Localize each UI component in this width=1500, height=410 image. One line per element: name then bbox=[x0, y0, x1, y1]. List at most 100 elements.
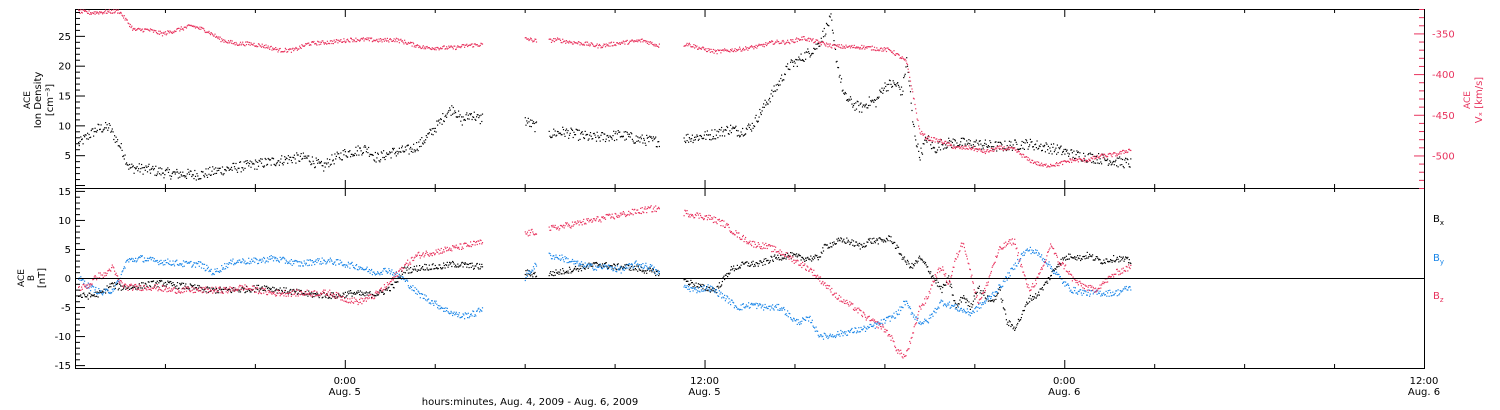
ion-density-point bbox=[314, 166, 316, 168]
vx-point bbox=[355, 37, 357, 39]
vx-point bbox=[922, 134, 924, 136]
vx-point bbox=[1015, 149, 1017, 151]
by-point bbox=[898, 313, 900, 315]
bx-point bbox=[1016, 324, 1018, 326]
vx-point bbox=[252, 44, 254, 46]
vx-point bbox=[143, 28, 146, 30]
ion-density-point bbox=[1111, 163, 1113, 165]
ion-density-point bbox=[1097, 162, 1099, 164]
by-point bbox=[445, 307, 447, 309]
vx-point bbox=[559, 39, 562, 41]
vx-point bbox=[703, 47, 705, 49]
bx-point bbox=[222, 288, 224, 290]
vx-point bbox=[236, 44, 239, 46]
ion-density-point bbox=[278, 160, 280, 162]
ion-density-point bbox=[626, 131, 628, 133]
bx-point bbox=[433, 268, 435, 270]
ion-density-point bbox=[215, 172, 218, 174]
bx-point bbox=[607, 267, 610, 269]
bx-point bbox=[333, 296, 335, 298]
ion-density-point bbox=[175, 171, 177, 173]
by-point bbox=[266, 260, 268, 262]
vx-point bbox=[934, 141, 936, 143]
ion-density-point bbox=[354, 152, 356, 155]
by-point bbox=[690, 287, 692, 289]
vx-point bbox=[1000, 145, 1002, 147]
by-point bbox=[619, 266, 621, 268]
bx-point bbox=[580, 267, 582, 270]
bx-point bbox=[697, 286, 699, 288]
ion-density-point bbox=[715, 134, 717, 136]
ion-density-point bbox=[906, 65, 909, 67]
vx-point bbox=[892, 53, 894, 55]
vx-point bbox=[1084, 161, 1086, 163]
by-point bbox=[784, 309, 786, 311]
ion-density-point bbox=[243, 161, 245, 163]
by-point bbox=[751, 304, 753, 306]
vx-point bbox=[1110, 153, 1112, 155]
vx-point bbox=[219, 36, 221, 38]
by-point bbox=[849, 331, 851, 333]
vx-point bbox=[161, 35, 164, 37]
vx-point bbox=[634, 40, 636, 42]
by-point bbox=[842, 335, 844, 337]
vx-point bbox=[408, 42, 410, 44]
bx-point bbox=[304, 294, 306, 296]
by-point bbox=[775, 305, 777, 307]
bx-point bbox=[799, 255, 801, 257]
ion-density-point bbox=[1068, 155, 1070, 157]
bx-point bbox=[841, 241, 843, 243]
by-point bbox=[385, 270, 387, 272]
vx-point bbox=[239, 41, 242, 43]
ion-density-point bbox=[253, 163, 255, 165]
ion-density-point bbox=[960, 141, 962, 143]
vx-point bbox=[951, 147, 953, 149]
bx-point bbox=[274, 290, 276, 292]
vx-point bbox=[1068, 161, 1070, 163]
vx-point bbox=[993, 149, 995, 151]
bx-point bbox=[450, 262, 452, 264]
ion-density-point bbox=[155, 174, 158, 177]
ion-density-point bbox=[1014, 139, 1016, 141]
by-point bbox=[827, 337, 829, 340]
by-point bbox=[764, 303, 766, 306]
bx-point bbox=[1014, 328, 1016, 330]
vx-point bbox=[365, 38, 367, 41]
by-point bbox=[261, 258, 263, 260]
vx-point bbox=[1028, 159, 1030, 162]
bx-point bbox=[389, 290, 391, 292]
ion-density-point bbox=[628, 135, 630, 138]
vx-point bbox=[1059, 162, 1061, 164]
by-point bbox=[95, 286, 97, 289]
vx-point bbox=[453, 45, 455, 47]
vx-point bbox=[942, 142, 944, 144]
ion-density-point bbox=[778, 84, 780, 87]
bx-point bbox=[437, 268, 439, 270]
bx-point bbox=[154, 285, 156, 287]
bx-point bbox=[1022, 310, 1024, 312]
vx-point bbox=[961, 148, 963, 150]
bx-point bbox=[565, 270, 568, 273]
vx-point bbox=[791, 41, 793, 43]
bx-point bbox=[771, 256, 773, 258]
ion-density-point bbox=[745, 127, 747, 129]
by-point bbox=[550, 254, 552, 257]
by-point bbox=[849, 330, 852, 332]
bx-point bbox=[559, 269, 562, 271]
by-point bbox=[822, 335, 824, 337]
vx-point bbox=[305, 43, 307, 45]
bx-point bbox=[263, 289, 265, 291]
ion-density-point bbox=[388, 153, 390, 155]
ion-density-point bbox=[981, 148, 983, 150]
by-point bbox=[243, 262, 245, 264]
vx-point bbox=[834, 44, 837, 46]
ion-density-point bbox=[440, 118, 442, 120]
vx-point bbox=[335, 39, 337, 41]
by-point bbox=[916, 319, 918, 321]
by-point bbox=[431, 300, 433, 302]
by-point bbox=[239, 259, 241, 261]
by-point bbox=[425, 299, 427, 301]
bx-point bbox=[963, 295, 965, 297]
by-point bbox=[709, 290, 711, 292]
vx-point bbox=[474, 43, 476, 45]
